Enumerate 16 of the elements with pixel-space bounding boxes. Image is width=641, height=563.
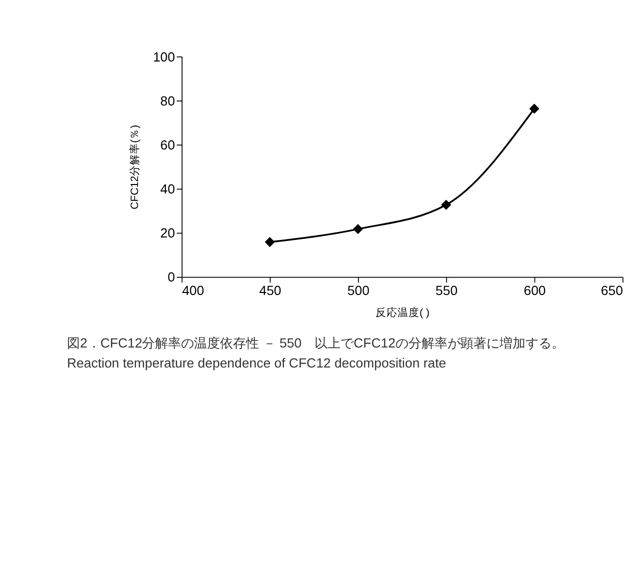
x-tick-label: 550 xyxy=(436,282,458,298)
caption: 図2．CFC12分解率の温度依存性 － 550 以上でCFC12の分解率が顕著に増加する。 xyxy=(66,335,564,350)
x-tick-label: 400 xyxy=(182,282,204,298)
y-tick-label: 20 xyxy=(160,226,176,241)
y-tick-label: 40 xyxy=(160,182,176,197)
x-tick-label: 500 xyxy=(347,282,370,298)
text: Reaction temperature dependence of CFC12 decomposition rate xyxy=(66,356,446,371)
x-tick-label: 600 xyxy=(524,282,546,298)
y-axis-title: CFC12分解率(％) xyxy=(128,124,141,210)
x-axis-title: 反応温度( ) xyxy=(376,306,430,320)
y-tick-label: 80 xyxy=(160,93,176,108)
y-tick-label: 0 xyxy=(168,270,176,285)
x-tick-label: 650 xyxy=(600,282,623,298)
y-tick-label: 100 xyxy=(152,49,176,64)
x-tick-label: 450 xyxy=(259,282,282,298)
y-tick-label: 60 xyxy=(160,137,176,152)
